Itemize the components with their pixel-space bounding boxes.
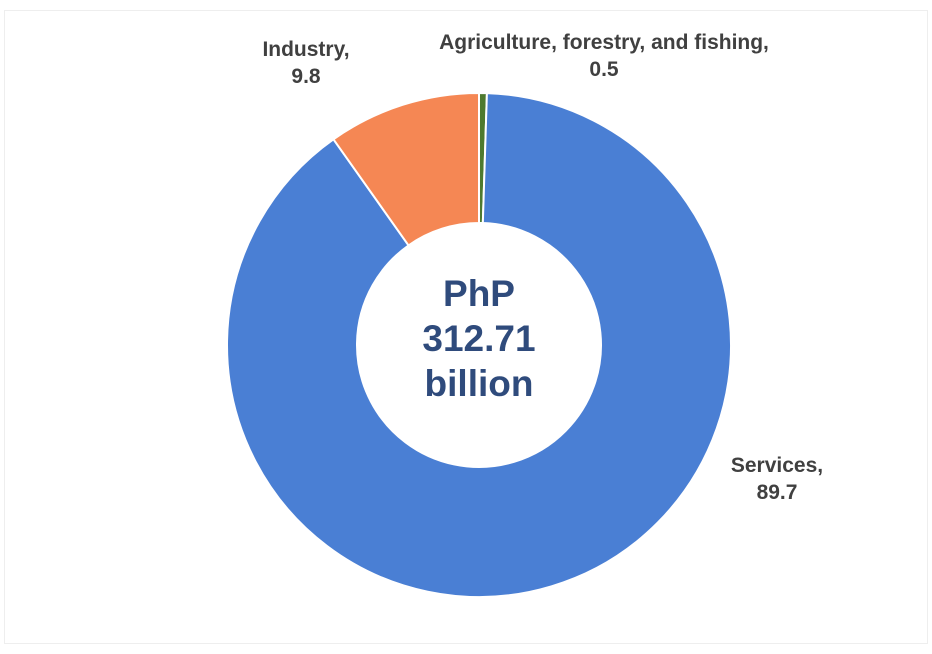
center-label-line-1: PhP	[443, 273, 515, 314]
center-label-line-3: billion	[425, 363, 534, 404]
slice-label-industry-name: Industry,	[262, 38, 349, 61]
slice-label-industry-value: 9.8	[291, 65, 321, 88]
slice-label-services: Services, 89.7	[731, 454, 823, 504]
slice-label-industry: Industry, 9.8	[262, 38, 349, 88]
center-label: PhP 312.71 billion	[422, 273, 535, 404]
slice-label-agriculture: Agriculture, forestry, and fishing, 0.5	[439, 31, 769, 81]
slice-label-services-name: Services,	[731, 454, 823, 477]
donut-slice-industry	[332, 91, 480, 247]
slice-label-agriculture-name: Agriculture, forestry, and fishing,	[439, 31, 769, 54]
donut-slices	[226, 91, 732, 598]
slice-label-services-value: 89.7	[757, 481, 798, 504]
center-label-line-2: 312.71	[422, 318, 535, 359]
donut-slice-services	[226, 92, 732, 598]
slice-label-agriculture-value: 0.5	[589, 58, 619, 81]
